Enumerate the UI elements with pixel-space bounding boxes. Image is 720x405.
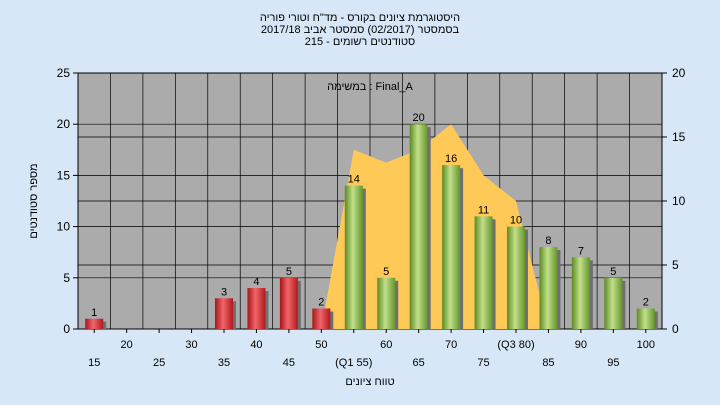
x-axis-tick-label: 35 bbox=[218, 357, 230, 369]
x-axis-tick-label: 15 bbox=[88, 357, 100, 369]
bar bbox=[604, 277, 623, 329]
bar bbox=[474, 216, 493, 329]
y-axis-tick-label: 5 bbox=[63, 271, 70, 285]
x-axis-tick-label: 50 bbox=[315, 339, 327, 351]
bar bbox=[539, 247, 558, 329]
x-axis-tick-label: 75 bbox=[477, 357, 489, 369]
x-axis-tick-label: 30 bbox=[185, 339, 197, 351]
bar-value-label: 5 bbox=[610, 266, 616, 278]
y-axis-tick-label: 10 bbox=[57, 220, 71, 234]
x-axis-tick-label: 20 bbox=[121, 339, 133, 351]
x-axis-title: טווח ציונים bbox=[345, 376, 394, 388]
bar-value-label: 3 bbox=[221, 286, 227, 298]
y-axis-tick-label: 15 bbox=[57, 168, 71, 182]
bar-value-label: 5 bbox=[286, 266, 292, 278]
bar-value-label: 2 bbox=[643, 297, 649, 309]
bar bbox=[312, 308, 331, 329]
chart-title-line-3: סטודנטים רשומים - 215 bbox=[304, 36, 416, 48]
y2-axis-tick-label: 15 bbox=[672, 130, 686, 144]
bar-value-label: 1 bbox=[91, 307, 97, 319]
y-axis-tick-label: 25 bbox=[57, 66, 71, 80]
x-axis-tick-label: 100 bbox=[637, 339, 655, 351]
bar-value-label: 2 bbox=[318, 297, 324, 309]
x-axis-tick-label: 85 bbox=[542, 357, 554, 369]
bar bbox=[215, 298, 233, 329]
x-axis-tick-label: 70 bbox=[445, 339, 457, 351]
bar bbox=[442, 165, 461, 329]
bar-value-label: 8 bbox=[545, 235, 551, 247]
bar bbox=[344, 185, 363, 329]
bar-value-label: 5 bbox=[383, 266, 389, 278]
x-axis-tick-label: 25 bbox=[153, 357, 165, 369]
x-axis-tick-label: (Q3 80) bbox=[497, 339, 534, 351]
bar-value-label: 14 bbox=[348, 174, 360, 186]
chart-title-line-2: בסמסטר (02/2017) סמסטר אביב 2017/18 bbox=[260, 24, 460, 36]
bar-value-label: 10 bbox=[510, 215, 522, 227]
bar bbox=[507, 226, 525, 329]
x-axis-tick-label: 90 bbox=[575, 339, 587, 351]
x-axis-tick-label: 40 bbox=[250, 339, 262, 351]
x-axis-tick-label: 60 bbox=[380, 339, 392, 351]
chart-title-line-1: היסטוגרמת ציונים בקורס - מד"ח וטורי פורי… bbox=[259, 12, 461, 24]
bar-value-label: 7 bbox=[578, 245, 584, 257]
bar bbox=[571, 257, 590, 329]
x-axis-tick-label: (Q1 55) bbox=[335, 357, 372, 369]
bar bbox=[409, 124, 428, 329]
chart-annotation: במשימה : Final_A bbox=[327, 81, 413, 93]
y-axis-tick-label: 20 bbox=[57, 117, 71, 131]
bar-value-label: 16 bbox=[445, 153, 457, 165]
bar bbox=[377, 277, 396, 329]
bar bbox=[279, 277, 298, 329]
x-axis-tick-label: 95 bbox=[607, 357, 619, 369]
y-axis-tick-label: 0 bbox=[63, 322, 70, 336]
y2-axis-tick-label: 5 bbox=[672, 258, 679, 272]
x-axis-tick-label: 45 bbox=[283, 357, 295, 369]
y2-axis-tick-label: 0 bbox=[672, 322, 679, 336]
y-axis-title: מספר סטודנטים bbox=[28, 163, 40, 238]
x-axis-tick-label: 65 bbox=[413, 357, 425, 369]
y2-axis-tick-label: 20 bbox=[672, 66, 686, 80]
bar bbox=[85, 318, 104, 329]
bar bbox=[247, 288, 266, 329]
bar bbox=[636, 308, 655, 329]
bar-value-label: 11 bbox=[478, 204, 489, 216]
y2-axis-tick-label: 10 bbox=[672, 194, 686, 208]
bar-value-label: 4 bbox=[253, 276, 259, 288]
bar-value-label: 20 bbox=[413, 112, 425, 124]
